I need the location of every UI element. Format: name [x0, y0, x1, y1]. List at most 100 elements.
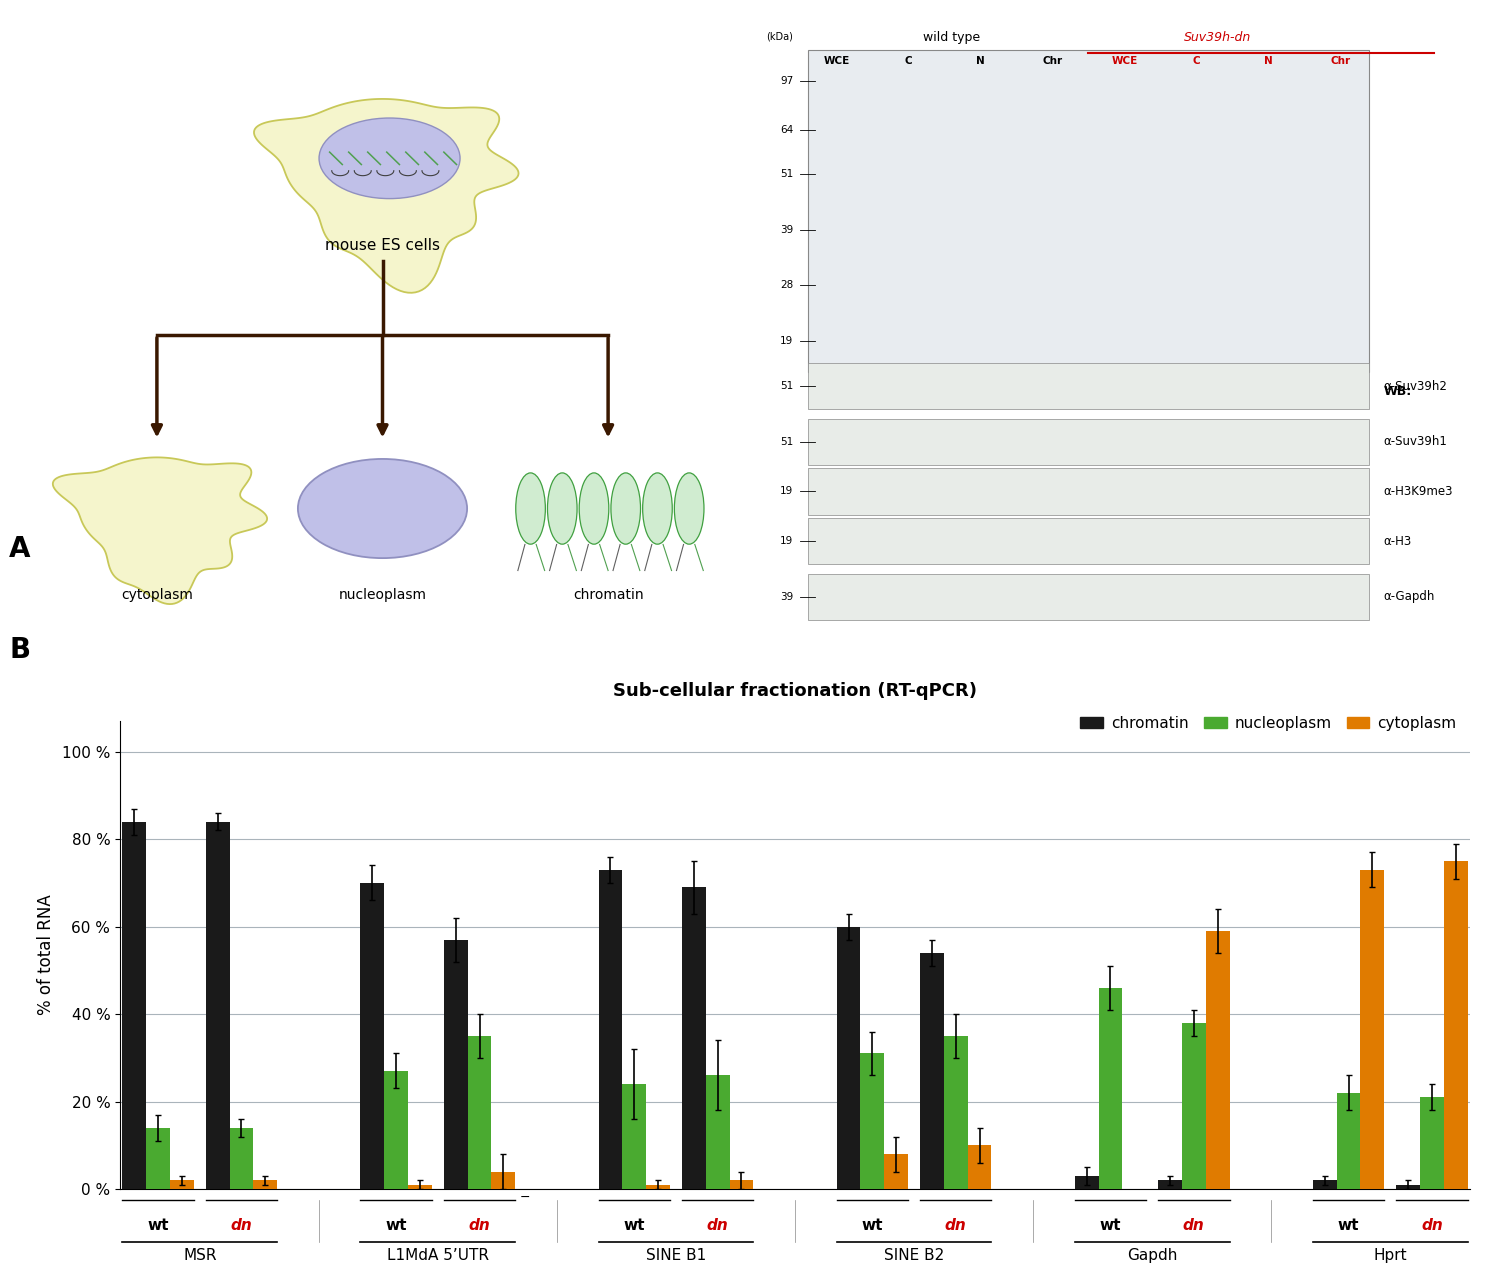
Bar	[729, 1180, 753, 1189]
Text: (kDa): (kDa)	[766, 32, 794, 42]
Bar	[408, 1185, 432, 1189]
Bar	[598, 870, 622, 1189]
Bar	[1360, 870, 1384, 1189]
Polygon shape	[53, 458, 267, 605]
Text: 28: 28	[780, 281, 794, 291]
FancyBboxPatch shape	[807, 517, 1370, 564]
Bar	[1098, 988, 1122, 1189]
Ellipse shape	[675, 473, 704, 544]
Bar	[1444, 861, 1467, 1189]
Text: SINE B1: SINE B1	[646, 1249, 706, 1264]
FancyBboxPatch shape	[807, 468, 1370, 515]
Text: 51: 51	[780, 381, 794, 391]
Bar	[1312, 1180, 1336, 1189]
Text: C: C	[1192, 56, 1200, 66]
Text: α-Gapdh: α-Gapdh	[1383, 591, 1435, 603]
Bar	[492, 1171, 514, 1189]
Bar	[1076, 1176, 1098, 1189]
Bar	[1420, 1097, 1444, 1189]
Bar	[705, 1075, 729, 1189]
Text: α-H3: α-H3	[1383, 535, 1411, 548]
Bar	[646, 1185, 670, 1189]
Bar	[1182, 1023, 1206, 1189]
Bar	[1336, 1093, 1360, 1189]
Text: wt: wt	[624, 1217, 645, 1232]
Text: Chr: Chr	[1330, 56, 1350, 66]
Bar	[146, 1128, 170, 1189]
Text: Suv39h-dn: Suv39h-dn	[1185, 32, 1251, 44]
Text: α-Suv39h1: α-Suv39h1	[1383, 435, 1448, 448]
Bar	[861, 1054, 885, 1189]
Text: N: N	[1264, 56, 1274, 66]
Bar	[1396, 1185, 1420, 1189]
Text: 51: 51	[780, 168, 794, 178]
Y-axis label: % of total RNA: % of total RNA	[38, 894, 56, 1016]
Text: nucleoplasm: nucleoplasm	[339, 588, 426, 602]
Text: 39: 39	[780, 592, 794, 602]
Bar	[968, 1145, 992, 1189]
Bar	[206, 822, 230, 1189]
Text: N: N	[976, 56, 986, 66]
Text: dn: dn	[1420, 1217, 1443, 1232]
Bar	[468, 1036, 492, 1189]
FancyBboxPatch shape	[807, 49, 1370, 372]
Text: Gapdh: Gapdh	[1126, 1249, 1178, 1264]
Text: Chr: Chr	[1042, 56, 1062, 66]
Bar	[170, 1180, 194, 1189]
Ellipse shape	[516, 473, 546, 544]
Bar	[837, 927, 861, 1189]
Title: Sub-cellular fractionation (RT-qPCR): Sub-cellular fractionation (RT-qPCR)	[614, 682, 976, 700]
Ellipse shape	[610, 473, 640, 544]
Bar	[384, 1071, 408, 1189]
Bar	[1158, 1180, 1182, 1189]
FancyBboxPatch shape	[807, 363, 1370, 410]
Text: B: B	[9, 635, 30, 664]
Ellipse shape	[298, 459, 466, 558]
Text: dn: dn	[468, 1217, 490, 1232]
Text: L1MdA 5’UTR: L1MdA 5’UTR	[387, 1249, 489, 1264]
Text: C: C	[904, 56, 912, 66]
Text: dn: dn	[706, 1217, 729, 1232]
Text: 19: 19	[780, 487, 794, 496]
Text: wild type: wild type	[922, 32, 980, 44]
Bar	[360, 883, 384, 1189]
Text: mouse ES cells: mouse ES cells	[326, 238, 440, 253]
Text: −: −	[520, 1192, 531, 1204]
Text: wt: wt	[1100, 1217, 1120, 1232]
Text: 19: 19	[780, 536, 794, 546]
Bar	[444, 940, 468, 1189]
Bar	[230, 1128, 254, 1189]
Text: MSR: MSR	[183, 1249, 216, 1264]
Text: dn: dn	[945, 1217, 966, 1232]
Text: wt: wt	[861, 1217, 883, 1232]
Text: Hprt: Hprt	[1374, 1249, 1407, 1264]
Text: wt: wt	[147, 1217, 170, 1232]
Text: dn: dn	[231, 1217, 252, 1232]
Bar	[920, 953, 944, 1189]
Text: 97: 97	[780, 76, 794, 86]
Text: wt: wt	[386, 1217, 406, 1232]
Bar	[254, 1180, 278, 1189]
Text: α-Suv39h2: α-Suv39h2	[1383, 380, 1448, 392]
Text: α-H3K9me3: α-H3K9me3	[1383, 484, 1454, 498]
Text: dn: dn	[1184, 1217, 1204, 1232]
Ellipse shape	[642, 473, 672, 544]
Text: 19: 19	[780, 336, 794, 347]
Text: cytoplasm: cytoplasm	[122, 588, 194, 602]
Text: wt: wt	[1338, 1217, 1359, 1232]
Text: chromatin: chromatin	[573, 588, 644, 602]
Text: 39: 39	[780, 225, 794, 234]
FancyBboxPatch shape	[807, 419, 1370, 466]
Text: SINE B2: SINE B2	[884, 1249, 944, 1264]
Text: WB:: WB:	[1383, 385, 1411, 397]
Bar	[944, 1036, 968, 1189]
Ellipse shape	[579, 473, 609, 544]
Bar	[123, 822, 146, 1189]
Ellipse shape	[548, 473, 578, 544]
Text: WCE: WCE	[824, 56, 849, 66]
Bar	[1206, 931, 1230, 1189]
Text: 64: 64	[780, 125, 794, 135]
Bar	[885, 1154, 908, 1189]
Bar	[682, 887, 705, 1189]
Text: A: A	[9, 535, 30, 563]
